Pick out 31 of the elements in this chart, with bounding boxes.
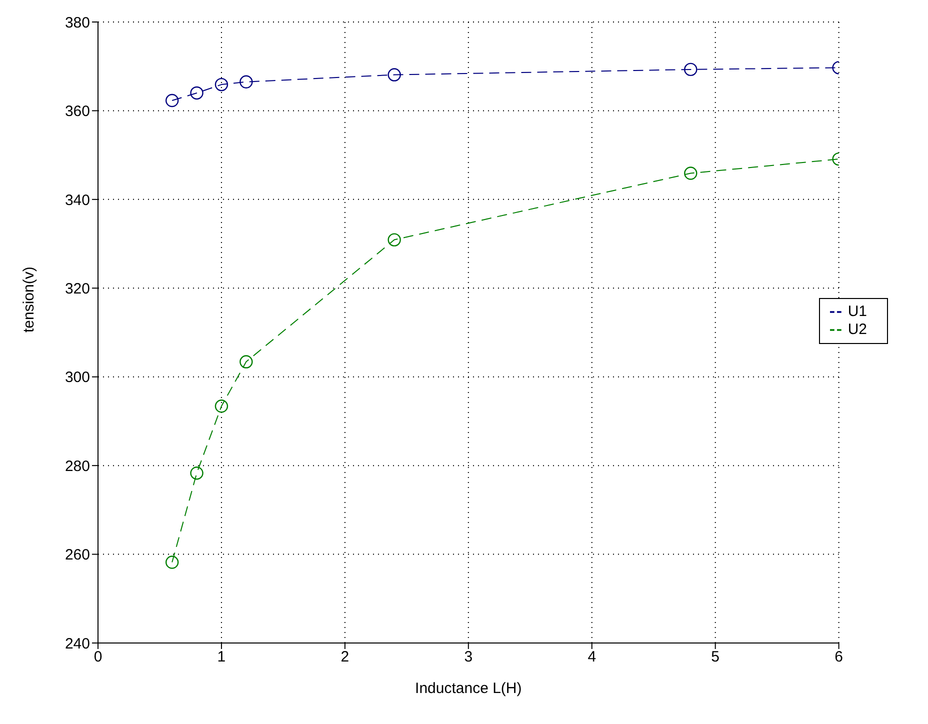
y-tick-label: 360 [64, 103, 90, 120]
point [190, 86, 204, 100]
legend-label: U1 [848, 303, 867, 320]
point [240, 75, 253, 88]
x-tick-label: 6 [834, 648, 843, 666]
x-tick-label: 1 [217, 648, 226, 666]
x-tick-label: 2 [340, 648, 350, 666]
y-tick-label: 240 [64, 635, 90, 652]
y-tick-label: 320 [64, 280, 90, 298]
point [240, 355, 253, 368]
x-tick-label: 4 [588, 648, 596, 666]
x-tick-label: 0 [94, 648, 102, 666]
legend-label: U2 [848, 321, 867, 338]
y-tick-label: 280 [64, 458, 90, 475]
y-tick-label: 300 [64, 369, 90, 386]
x-tick-label: 5 [711, 648, 720, 666]
x-axis-title: Inductance L(H) [415, 680, 522, 697]
point [165, 94, 179, 108]
x-tick-label: 3 [464, 648, 473, 666]
point [388, 233, 401, 246]
y-tick-label: 340 [64, 192, 90, 209]
point [165, 556, 179, 569]
y-tick-label: 260 [64, 546, 90, 564]
point [214, 78, 228, 92]
point [684, 166, 698, 180]
point [190, 466, 204, 480]
point [214, 400, 228, 413]
point [684, 62, 698, 76]
point [388, 68, 401, 82]
y-axis-title: tension(v) [20, 266, 38, 332]
y-tick-label: 380 [64, 14, 90, 32]
